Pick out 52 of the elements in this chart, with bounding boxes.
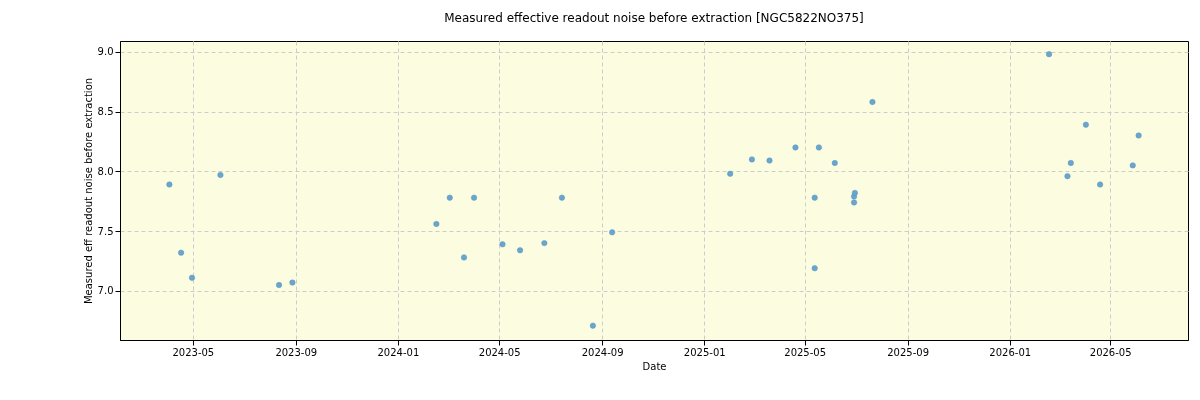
x-tick-label: 2026-05 xyxy=(1089,346,1132,358)
point xyxy=(1082,121,1089,128)
point xyxy=(471,194,478,201)
x-tick-label: 2025-09 xyxy=(887,346,930,358)
y-tick-label: 7.0 xyxy=(97,285,114,297)
point xyxy=(811,265,818,272)
point xyxy=(589,322,596,329)
point xyxy=(1067,160,1074,166)
point xyxy=(289,279,296,286)
point xyxy=(499,241,506,248)
point xyxy=(188,274,195,281)
point xyxy=(831,160,838,166)
point xyxy=(1129,162,1136,169)
point xyxy=(811,194,818,201)
x-tick-label: 2024-05 xyxy=(478,346,521,358)
x-tick-label: 2026-01 xyxy=(989,346,1032,358)
y-tick-label: 8.5 xyxy=(97,106,114,118)
point xyxy=(1064,173,1071,180)
point xyxy=(178,249,185,256)
x-tick-label: 2024-09 xyxy=(581,346,624,358)
x-axis-title: Date xyxy=(642,360,667,372)
x-tick-label: 2023-05 xyxy=(172,346,215,358)
point xyxy=(433,221,440,227)
y-tick-label: 8.0 xyxy=(97,165,114,177)
point xyxy=(461,254,467,261)
y-tick-label: 9.0 xyxy=(97,46,114,58)
x-tick-label: 2023-09 xyxy=(275,346,318,358)
y-axis-title: Measured eff readout noise before extraction xyxy=(82,77,94,305)
point xyxy=(609,229,616,236)
x-tick-label: 2025-05 xyxy=(784,346,827,358)
point xyxy=(1135,132,1142,139)
point xyxy=(727,170,734,177)
x-tick-label: 2025-01 xyxy=(683,346,726,358)
point xyxy=(851,189,858,196)
point xyxy=(446,194,453,201)
chart-title: Measured effective readout noise before extraction [NGC5822NO375] xyxy=(444,11,864,25)
point xyxy=(851,199,858,206)
x-tick-label: 2024-01 xyxy=(377,346,420,358)
point xyxy=(748,156,755,163)
point xyxy=(276,282,283,288)
point xyxy=(217,171,224,178)
point xyxy=(1097,181,1104,188)
y-tick-label: 7.5 xyxy=(97,225,114,237)
point xyxy=(517,247,524,254)
point xyxy=(815,144,822,151)
point xyxy=(1046,51,1053,58)
point xyxy=(541,240,548,247)
point xyxy=(792,144,799,151)
point xyxy=(166,181,173,188)
point xyxy=(558,194,565,201)
point xyxy=(869,99,876,105)
point xyxy=(766,157,773,164)
